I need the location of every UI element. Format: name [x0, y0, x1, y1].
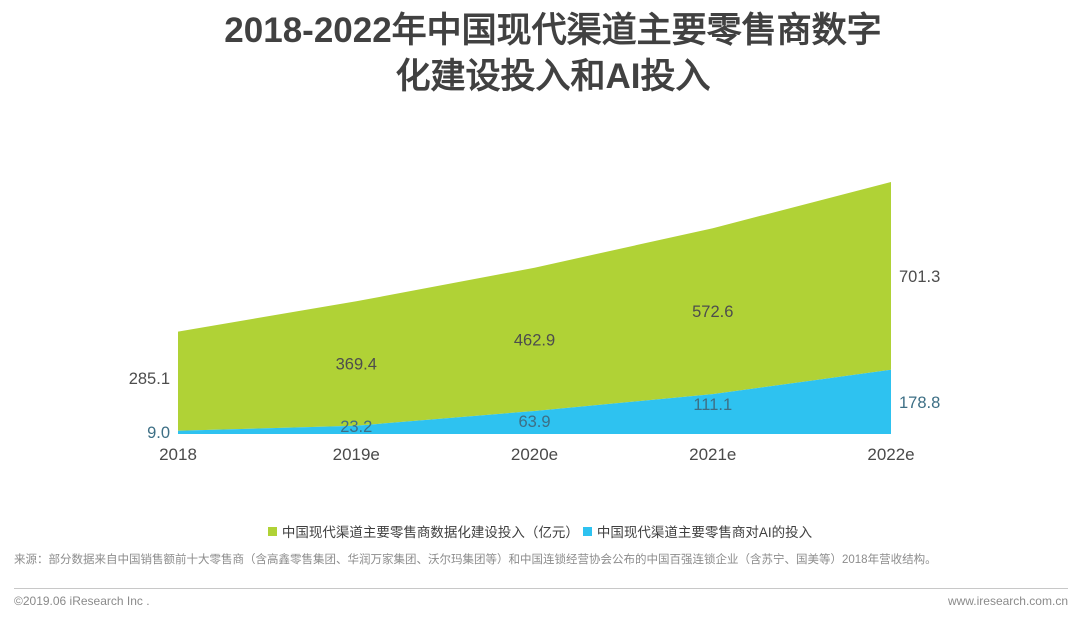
blue-value-label-2020e: 63.9: [518, 413, 550, 431]
series-green-area: [178, 182, 891, 431]
title-line-2: 化建设投入和AI投入: [395, 57, 711, 96]
legend-label-blue: 中国现代渠道主要零售商对AI的投入: [596, 525, 813, 540]
blue-value-label-2021e: 111.1: [693, 396, 732, 414]
x-axis-label-2019e: 2019e: [333, 445, 380, 464]
footer-copyright: ©2019.06 iResearch Inc .: [14, 594, 150, 608]
legend-swatch-green-icon: [267, 526, 277, 536]
x-axis-label-2022e: 2022e: [867, 445, 914, 464]
blue-value-label-2022e: 178.8: [899, 394, 940, 412]
green-value-labels: 285.1 369.4 462.9 572.6 701.3: [129, 268, 941, 388]
green-value-label-2021e: 572.6: [692, 303, 733, 321]
chart-legend: 中国现代渠道主要零售商数据化建设投入（亿元） 中国现代渠道主要零售商对AI的投入: [0, 521, 1080, 541]
legend-label-green: 中国现代渠道主要零售商数据化建设投入（亿元）: [281, 525, 579, 540]
footer-divider: [14, 588, 1068, 589]
chart-container: 285.1 369.4 462.9 572.6 701.3 9.0 23.2 63.9 111…: [0, 150, 1080, 480]
source-note: 来源：部分数据来自中国销售额前十大零售商（含高鑫零售集团、华润万家集团、沃尔玛集…: [14, 554, 937, 566]
legend-item-green[interactable]: 中国现代渠道主要零售商数据化建设投入（亿元）: [267, 521, 579, 541]
legend-swatch-blue-icon: [582, 526, 592, 536]
series-blue-area: [178, 369, 891, 434]
legend-item-blue[interactable]: 中国现代渠道主要零售商对AI的投入: [582, 521, 813, 541]
blue-value-label-2019e: 23.2: [340, 418, 372, 436]
x-axis-label-2021e: 2021e: [689, 445, 736, 464]
footer-website: www.iresearch.com.cn: [947, 594, 1068, 608]
green-value-label-2020e: 462.9: [514, 331, 555, 349]
x-axis-label-2018: 2018: [159, 445, 197, 464]
green-value-label-2018: 285.1: [129, 370, 170, 388]
page-title: 2018-2022年中国现代渠道主要零售商数字 化建设投入和AI投入: [0, 8, 1080, 100]
x-axis-labels: 2018 2019e 2020e 2021e 2022e: [159, 445, 915, 464]
blue-value-label-2018: 9.0: [147, 424, 170, 442]
area-chart: 285.1 369.4 462.9 572.6 701.3 9.0 23.2 63.9 111…: [129, 182, 941, 464]
footer: ©2019.06 iResearch Inc . www.iresearch.c…: [14, 594, 1068, 608]
green-value-label-2019e: 369.4: [336, 355, 377, 373]
blue-value-labels: 9.0 23.2 63.9 111.1 178.8: [147, 394, 940, 442]
title-line-1: 2018-2022年中国现代渠道主要零售商数字: [224, 11, 882, 50]
x-axis-label-2020e: 2020e: [511, 445, 558, 464]
green-value-label-2022e: 701.3: [899, 268, 940, 286]
